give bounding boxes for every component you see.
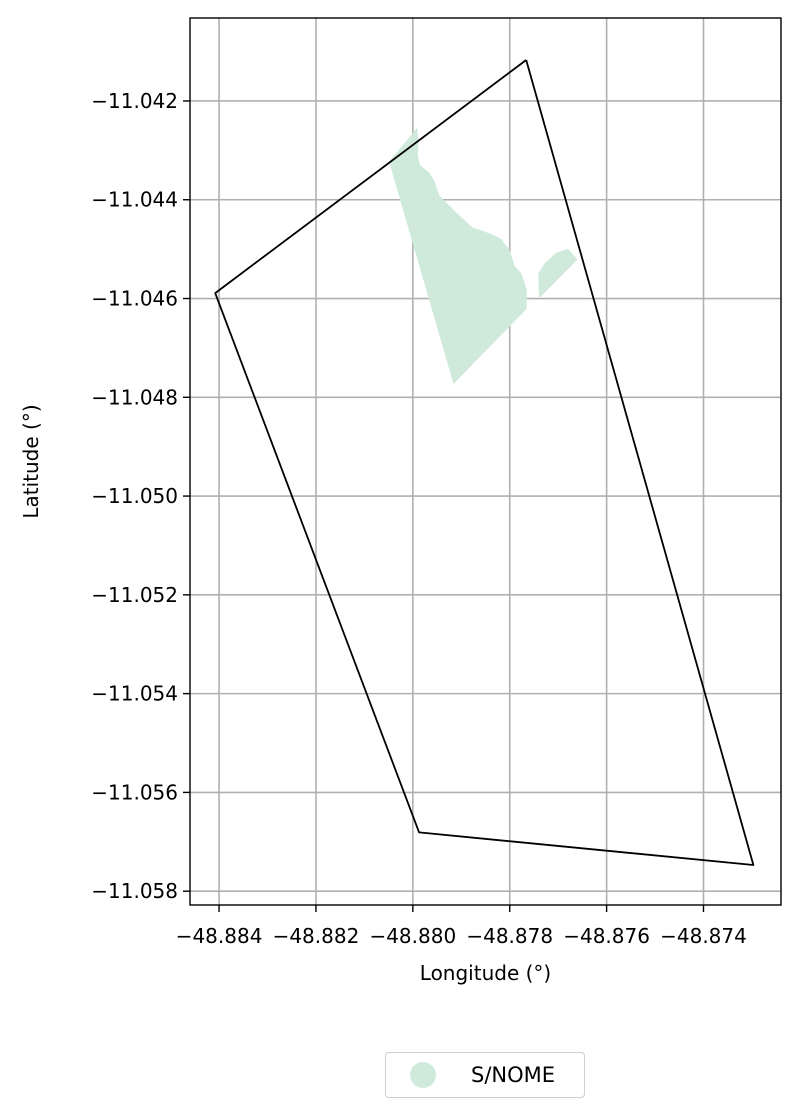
x-tick-label: −48.882 xyxy=(273,924,360,948)
x-axis-label: Longitude (°) xyxy=(420,961,551,985)
feature-polygon-s-nome xyxy=(538,248,578,299)
study-area-boundary xyxy=(214,59,755,866)
feature-polygon-s-nome xyxy=(389,127,527,384)
y-tick-label: −11.044 xyxy=(91,188,178,212)
y-tick-label: −11.046 xyxy=(91,287,178,311)
y-tick-label: −11.052 xyxy=(91,583,178,607)
feature-layer xyxy=(389,127,578,384)
x-tick-label: −48.878 xyxy=(466,924,553,948)
y-tick-label: −11.042 xyxy=(91,89,178,113)
x-tick-label: −48.880 xyxy=(369,924,456,948)
y-tick-label: −11.048 xyxy=(91,385,178,409)
y-tick-label: −11.050 xyxy=(91,484,178,508)
axis-ticks: −48.884 −48.882 −48.880 −48.878 −48.876 −48.8… xyxy=(91,89,747,948)
legend-label-s-nome: S/NOME xyxy=(471,1063,556,1087)
y-tick-label: −11.056 xyxy=(91,780,178,804)
x-tick-label: −48.884 xyxy=(176,924,263,948)
legend: S/NOME xyxy=(385,1052,585,1098)
y-tick-label: −11.058 xyxy=(91,879,178,903)
boundary-layer xyxy=(214,59,755,866)
y-axis-label: Latitude (°) xyxy=(19,404,43,518)
y-tick-label: −11.054 xyxy=(91,682,178,706)
x-tick-label: −48.876 xyxy=(563,924,650,948)
plot-frame xyxy=(189,17,782,906)
legend-marker-s-nome xyxy=(410,1062,436,1088)
x-tick-label: −48.874 xyxy=(660,924,747,948)
